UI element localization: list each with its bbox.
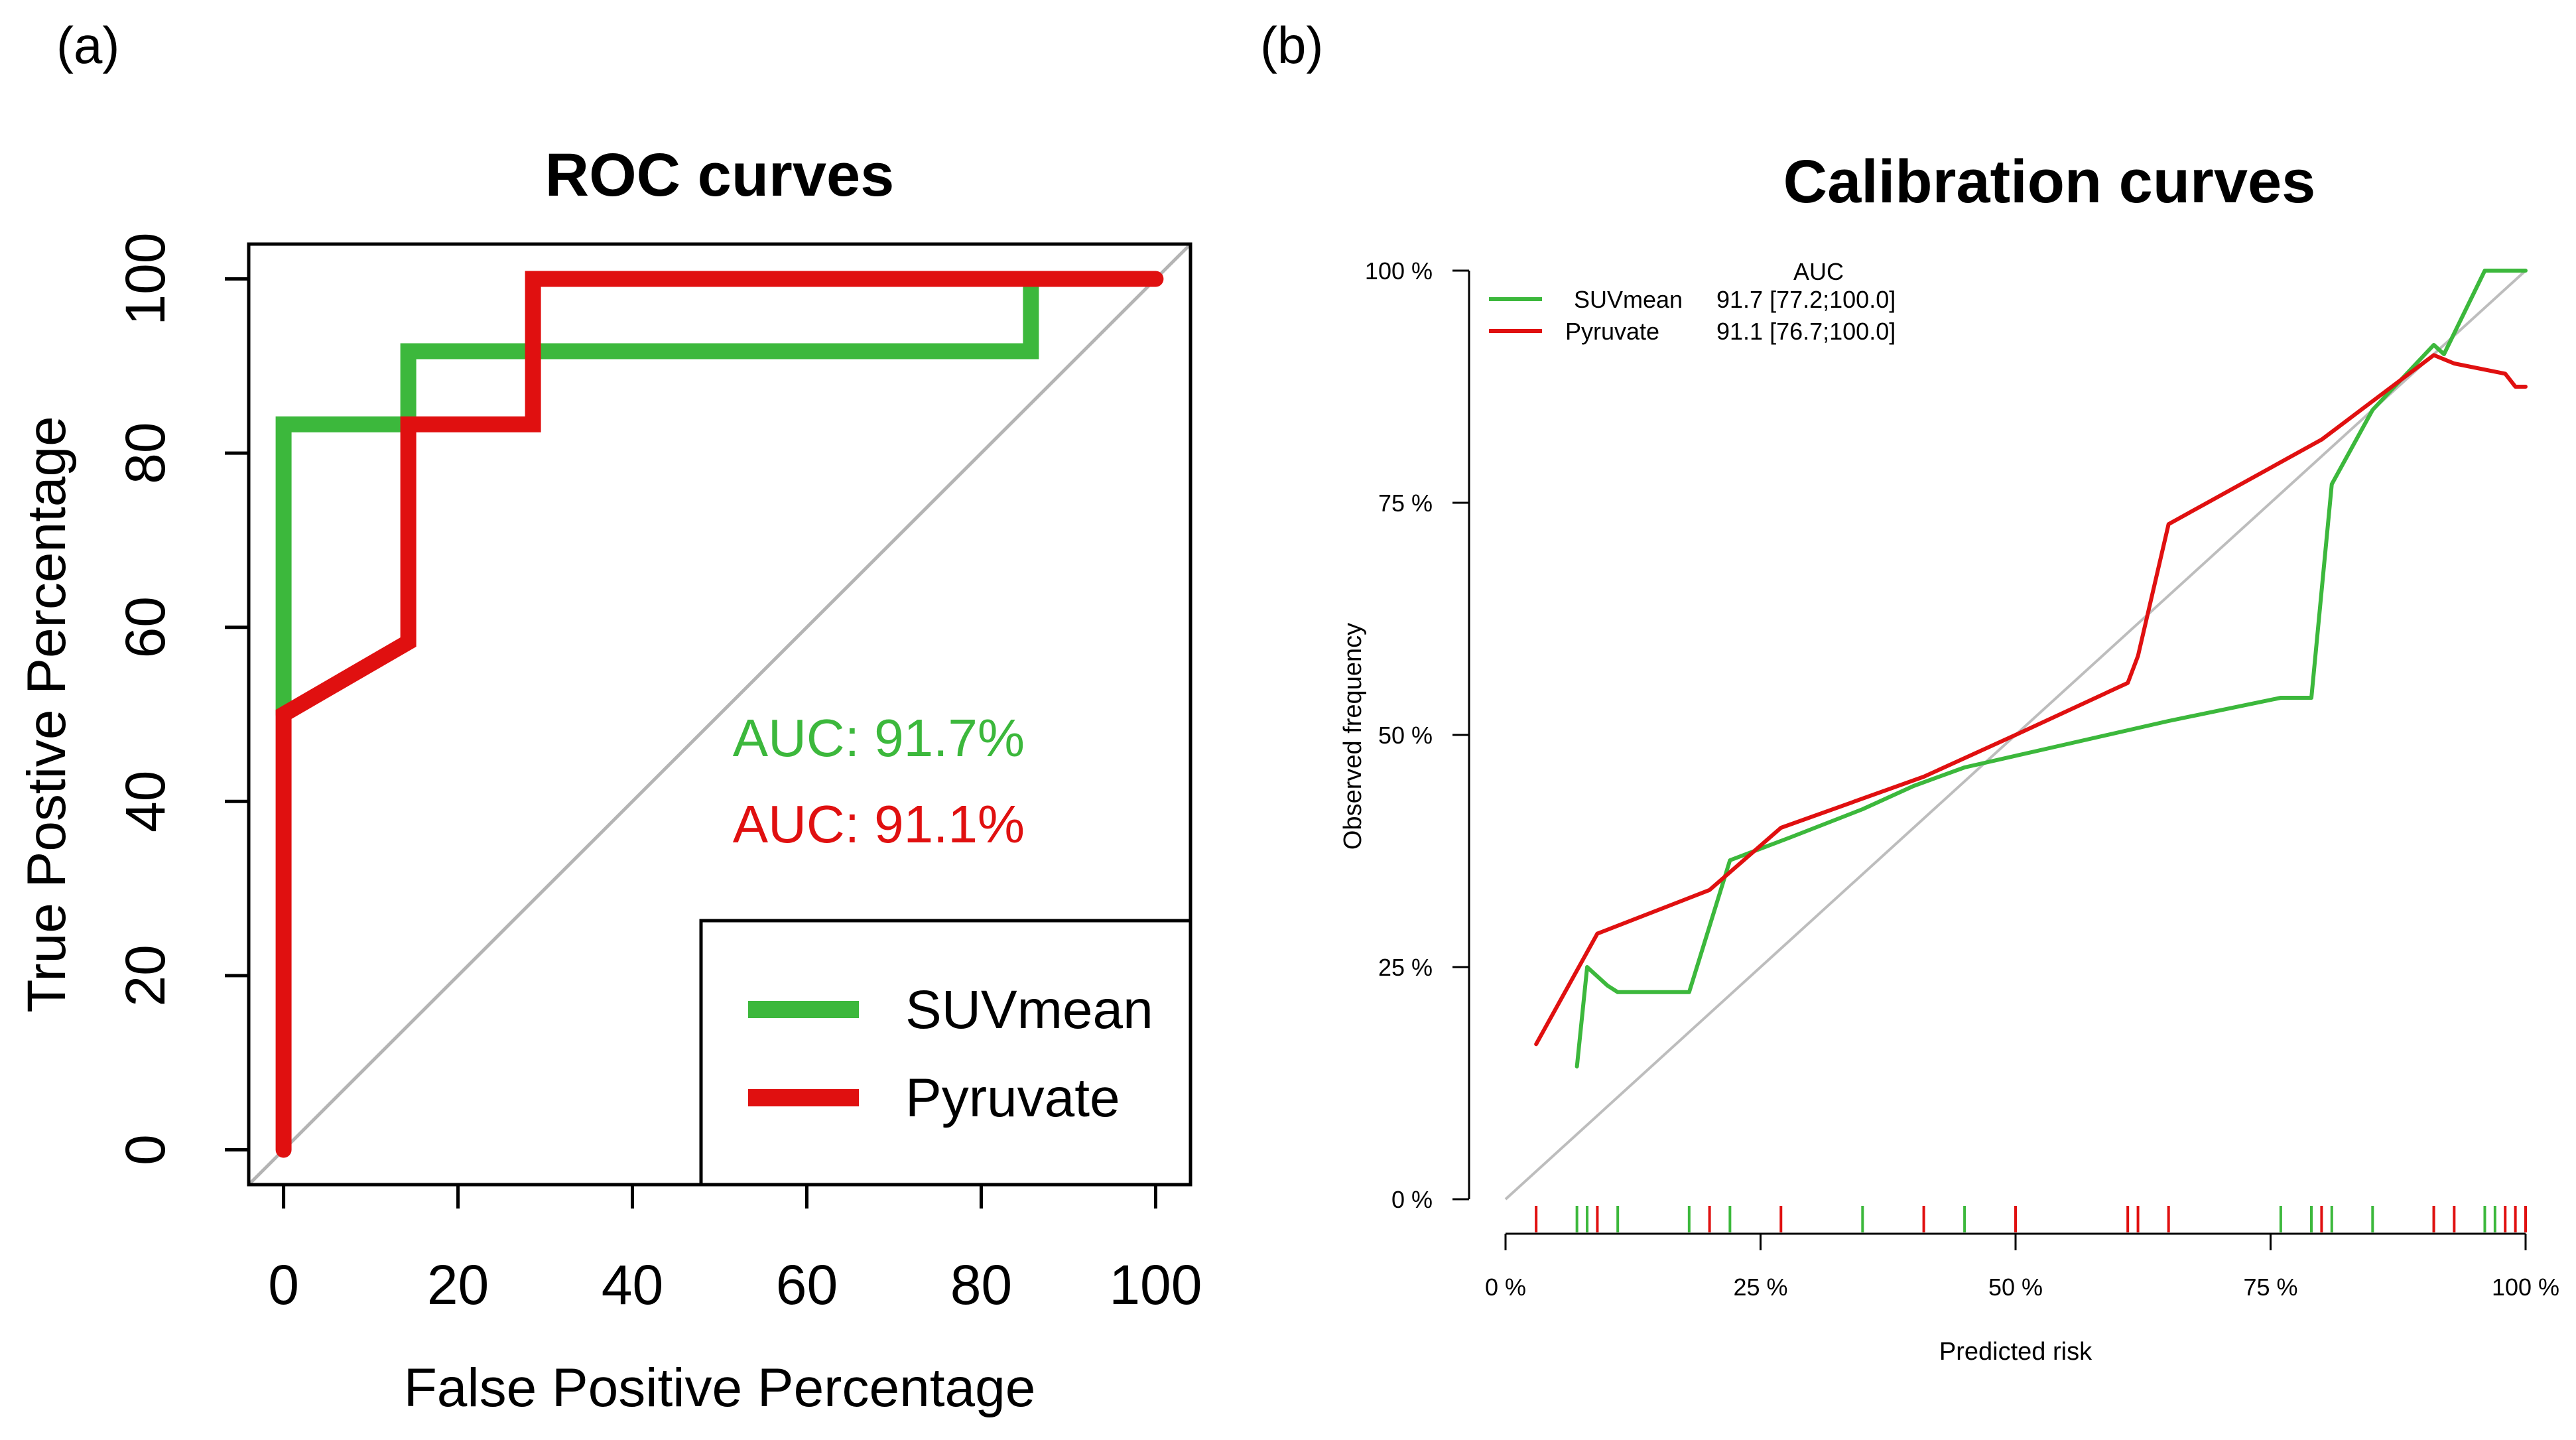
calibration-y-tick-label: 0 % (1391, 1186, 1433, 1213)
calibration-legend-auc-pyruvate: 91.1 [76.7;100.0] (1716, 318, 1896, 345)
roc-x-tick-label: 40 (602, 1254, 663, 1316)
calibration-y-axis: 0 % 25 % 50 % 75 % 100 % (1365, 257, 1469, 1213)
roc-x-tick-label: 100 (1109, 1254, 1202, 1316)
calibration-y-axis-label: Observed frequency (1339, 623, 1367, 850)
roc-y-tick-label: 100 (114, 232, 176, 325)
calibration-x-tick-label: 0 % (1485, 1274, 1526, 1301)
calibration-x-tick-label: 25 % (1733, 1274, 1787, 1301)
roc-legend-box (699, 919, 1192, 1187)
roc-y-axis-label: True Postive Percentage (17, 416, 77, 1012)
calibration-x-tick-label: 75 % (2243, 1274, 2297, 1301)
roc-curve-suvmean (275, 271, 1039, 722)
calibration-y-tick-label: 25 % (1378, 954, 1433, 981)
calibration-rug (1535, 1206, 2527, 1232)
auc-label-suvmean: AUC: 91.7% (733, 708, 1025, 767)
roc-x-axis: 0 20 40 60 80 100 (268, 1183, 1202, 1316)
roc-x-tick-label: 80 (950, 1254, 1012, 1316)
calibration-legend-label-suvmean: SUVmean (1574, 286, 1683, 313)
panel-a-label: (a) (56, 16, 119, 74)
roc-chart: ROC curves 0 20 40 60 80 100 0 20 40 60 80 100 Fal… (17, 141, 1202, 1418)
calibration-x-axis: 0 % 25 % 50 % 75 % 100 % (1485, 1234, 2559, 1301)
calibration-title: Calibration curves (1783, 148, 2316, 216)
roc-legend-label-suvmean: SUVmean (905, 980, 1153, 1040)
panel-b-label: (b) (1260, 16, 1323, 74)
calibration-y-tick-label: 75 % (1378, 490, 1433, 517)
calibration-legend-auc-suvmean: 91.7 [77.2;100.0] (1716, 286, 1896, 313)
roc-y-tick-label: 0 (114, 1134, 176, 1165)
roc-y-tick-label: 60 (114, 596, 176, 658)
roc-y-tick-label: 20 (114, 945, 176, 1006)
roc-reference-diagonal (247, 243, 1192, 1186)
calibration-x-tick-label: 50 % (1988, 1274, 2043, 1301)
roc-x-tick-label: 60 (776, 1254, 838, 1316)
auc-label-pyruvate: AUC: 91.1% (733, 795, 1025, 854)
roc-y-tick-label: 40 (114, 771, 176, 832)
calibration-x-axis-label: Predicted risk (1939, 1338, 2093, 1366)
calibration-y-tick-label: 100 % (1365, 257, 1433, 285)
calibration-curve-pyruvate (1534, 353, 2528, 1047)
calibration-legend-header: AUC (1793, 258, 1844, 285)
roc-x-tick-label: 0 (268, 1254, 299, 1316)
calibration-legend-label-pyruvate: Pyruvate (1565, 318, 1659, 345)
roc-legend: SUVmean Pyruvate (699, 919, 1192, 1187)
calibration-y-tick-label: 50 % (1378, 722, 1433, 749)
calibration-chart: Calibration curves 0 % 25 % 50 % 75 % 100 % … (1339, 148, 2559, 1366)
roc-y-axis: 0 20 40 60 80 100 (114, 232, 251, 1165)
roc-title: ROC curves (545, 141, 895, 209)
roc-x-axis-label: False Positive Percentage (404, 1358, 1036, 1418)
roc-y-tick-label: 80 (114, 422, 176, 484)
roc-curve-pyruvate (275, 271, 1164, 1158)
calibration-x-tick-label: 100 % (2492, 1274, 2559, 1301)
roc-legend-label-pyruvate: Pyruvate (905, 1068, 1120, 1128)
calibration-legend: AUC SUVmean 91.7 [77.2;100.0] Pyruvate 9… (1489, 258, 1896, 345)
roc-x-tick-label: 20 (427, 1254, 489, 1316)
